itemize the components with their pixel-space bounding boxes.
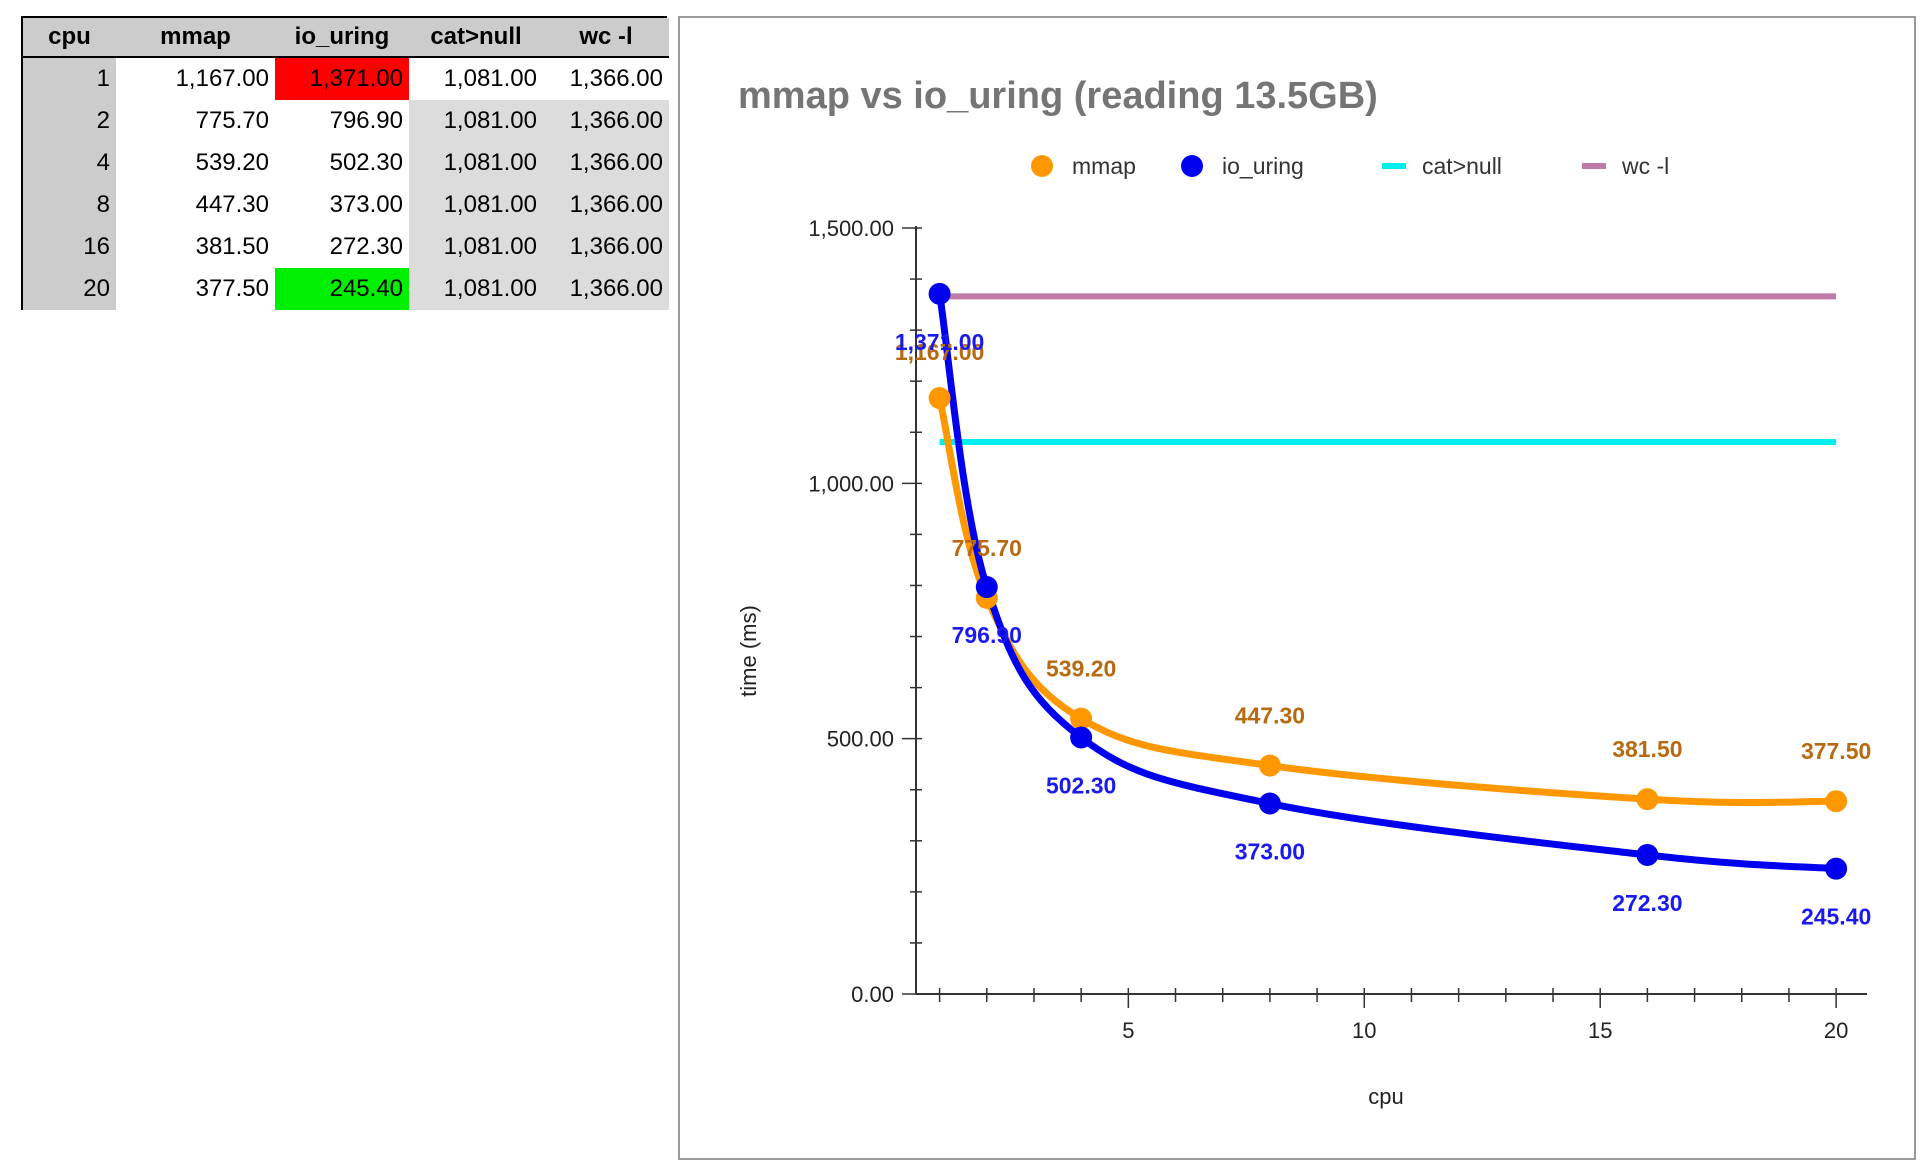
data-point-iouring (975, 576, 998, 599)
data-label-mmap: 377.50 (1801, 738, 1871, 764)
y-axis-title: time (ms) (736, 605, 761, 697)
table-row: 16 381.50 272.30 1,081.00 1,366.00 (23, 226, 669, 268)
cell[interactable]: 2 (23, 100, 116, 142)
data-label-io-uring: 272.30 (1612, 890, 1682, 916)
x-tick-label: 10 (1352, 1018, 1376, 1043)
data-label-mmap: 539.20 (1046, 656, 1116, 682)
data-point-iouring (1636, 843, 1659, 866)
cell[interactable]: 1,081.00 (409, 184, 543, 226)
cell[interactable]: 1,081.00 (409, 100, 543, 142)
y-tick-label: 1,500.00 (808, 216, 894, 241)
table-row: 20 377.50 245.40 1,081.00 1,366.00 (23, 268, 669, 310)
data-label-mmap: 1,167.00 (895, 339, 985, 365)
cell[interactable]: 775.70 (116, 100, 275, 142)
data-label-mmap: 775.70 (952, 535, 1022, 561)
cell[interactable]: 8 (23, 184, 116, 226)
data-label-io-uring: 373.00 (1235, 839, 1305, 865)
data-label-io-uring: 1,371.00 (895, 329, 985, 355)
cell[interactable]: 381.50 (116, 226, 275, 268)
cell[interactable]: 502.30 (275, 142, 409, 184)
data-point-mmap (928, 387, 951, 410)
cell-min-highlight[interactable]: 245.40 (275, 268, 409, 310)
x-tick-label: 15 (1588, 1018, 1612, 1043)
data-table: cpu mmap io_uring cat>null wc -l 1 1,167… (21, 16, 669, 310)
cell[interactable]: 16 (23, 226, 116, 268)
cell[interactable]: 539.20 (116, 142, 275, 184)
cell[interactable]: 1,081.00 (409, 268, 543, 310)
data-label-io-uring: 796.90 (952, 622, 1022, 648)
table-header-row: cpu mmap io_uring cat>null wc -l (23, 18, 669, 58)
data-point-mmap (1825, 790, 1848, 813)
cell[interactable]: 1,366.00 (543, 268, 669, 310)
y-tick-label: 0.00 (851, 982, 894, 1007)
cell-max-highlight[interactable]: 1,371.00 (275, 57, 409, 100)
x-axis-title: cpu (1368, 1084, 1403, 1109)
cell[interactable]: 1 (23, 57, 116, 100)
y-tick-label: 500.00 (827, 727, 894, 752)
x-tick-label: 5 (1122, 1018, 1134, 1043)
data-point-iouring (928, 282, 951, 305)
data-label-io-uring: 245.40 (1801, 904, 1871, 930)
legend-label: io_uring (1222, 153, 1304, 179)
cell[interactable]: 1,366.00 (543, 184, 669, 226)
legend-marker-catnull (1382, 163, 1406, 169)
data-label-io-uring: 502.30 (1046, 772, 1116, 798)
legend-label: wc -l (1621, 153, 1669, 179)
data-point-mmap (1070, 707, 1093, 730)
col-header-cpu[interactable]: cpu (23, 18, 116, 58)
line-chart: mmap vs io_uring (reading 13.5GB) mmap io_… (736, 75, 1871, 1109)
data-point-mmap (1636, 788, 1659, 811)
col-header-wc-l[interactable]: wc -l (543, 18, 669, 58)
cell[interactable]: 1,081.00 (409, 142, 543, 184)
col-header-cat-null[interactable]: cat>null (409, 18, 543, 58)
table-row: 2 775.70 796.90 1,081.00 1,366.00 (23, 100, 669, 142)
data-point-mmap (1258, 754, 1281, 777)
data-label-mmap: 447.30 (1235, 703, 1305, 729)
data-point-iouring (1258, 792, 1281, 815)
cell[interactable]: 1,366.00 (543, 142, 669, 184)
cell[interactable]: 1,081.00 (409, 57, 543, 100)
legend-marker-iouring (1181, 155, 1203, 177)
cell[interactable]: 1,366.00 (543, 100, 669, 142)
legend-label: mmap (1072, 153, 1136, 179)
cell[interactable]: 1,366.00 (543, 226, 669, 268)
legend-label: cat>null (1422, 153, 1502, 179)
cell[interactable]: 377.50 (116, 268, 275, 310)
data-point-iouring (1070, 726, 1093, 749)
cell[interactable]: 1,366.00 (543, 57, 669, 100)
cell[interactable]: 373.00 (275, 184, 409, 226)
x-tick-label: 20 (1824, 1018, 1848, 1043)
cell[interactable]: 447.30 (116, 184, 275, 226)
cell[interactable]: 1,081.00 (409, 226, 543, 268)
y-tick-label: 1,000.00 (808, 471, 894, 496)
chart-panel[interactable]: mmap vs io_uring (reading 13.5GB) mmap io_… (678, 16, 1916, 1160)
table-row: 8 447.30 373.00 1,081.00 1,366.00 (23, 184, 669, 226)
col-header-io-uring[interactable]: io_uring (275, 18, 409, 58)
data-point-iouring (1825, 857, 1848, 880)
cell[interactable]: 1,167.00 (116, 57, 275, 100)
chart-title: mmap vs io_uring (reading 13.5GB) (738, 75, 1378, 117)
legend-marker-wcl (1582, 163, 1606, 169)
cell[interactable]: 272.30 (275, 226, 409, 268)
legend-marker-mmap (1031, 155, 1053, 177)
table-row: 4 539.20 502.30 1,081.00 1,366.00 (23, 142, 669, 184)
col-header-mmap[interactable]: mmap (116, 18, 275, 58)
cell[interactable]: 796.90 (275, 100, 409, 142)
data-label-mmap: 381.50 (1612, 736, 1682, 762)
table-row: 1 1,167.00 1,371.00 1,081.00 1,366.00 (23, 57, 669, 100)
cell[interactable]: 4 (23, 142, 116, 184)
cell[interactable]: 20 (23, 268, 116, 310)
